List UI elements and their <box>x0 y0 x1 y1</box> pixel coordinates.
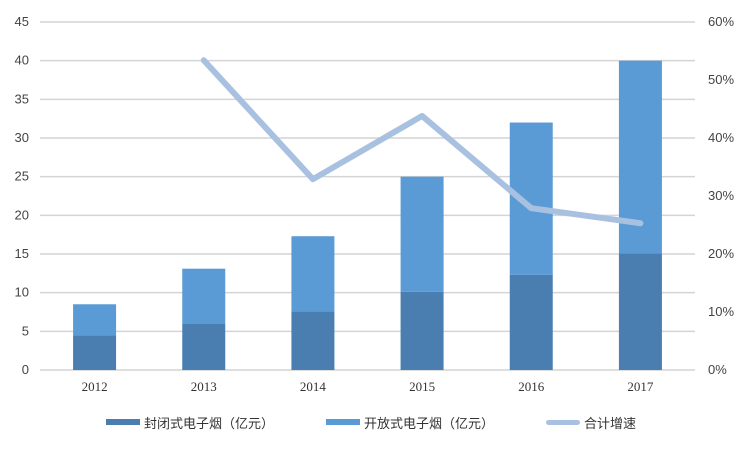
right-tick-label: 10% <box>708 304 734 319</box>
right-tick-label: 20% <box>708 246 734 261</box>
right-tick-label: 50% <box>708 72 734 87</box>
open-ecig-swatch-icon <box>326 419 360 425</box>
left-tick-label: 0 <box>22 362 29 377</box>
closed-ecig-swatch-icon <box>106 419 140 425</box>
bar-segment <box>291 311 335 370</box>
bar-segment <box>182 268 226 324</box>
bar-segment <box>73 304 117 336</box>
left-axis: 0 5 10 15 20 25 30 35 40 45 <box>15 14 29 377</box>
x-axis: 2012 2013 2014 2015 2016 2017 <box>82 379 654 394</box>
bar-segment <box>509 274 553 370</box>
left-tick-label: 10 <box>15 285 29 300</box>
right-axis: 0% 10% 20% 30% 40% 50% 60% <box>708 14 734 377</box>
right-tick-label: 60% <box>708 14 734 29</box>
x-tick-label: 2013 <box>191 379 217 394</box>
left-tick-label: 30 <box>15 130 29 145</box>
legend-label: 开放式电子烟（亿元） <box>364 416 495 432</box>
gridlines <box>40 21 695 371</box>
legend-label: 封闭式电子烟（亿元） <box>144 416 275 432</box>
legend-item-growth: 合计增速 <box>546 410 636 434</box>
left-tick-label: 25 <box>15 169 29 184</box>
legend-label: 合计增速 <box>584 416 637 432</box>
bar-segment <box>182 323 226 370</box>
left-tick-label: 20 <box>15 207 29 222</box>
left-tick-label: 5 <box>22 323 29 338</box>
growth-line <box>200 57 644 227</box>
growth-line-swatch-icon <box>546 419 580 425</box>
legend: 封闭式电子烟（亿元） 开放式电子烟（亿元） 合计增速 <box>0 410 750 434</box>
legend-item-open: 开放式电子烟（亿元） <box>326 410 494 434</box>
left-tick-label: 40 <box>15 53 29 68</box>
bar-segment <box>400 176 444 292</box>
right-tick-label: 40% <box>708 130 734 145</box>
right-tick-label: 30% <box>708 188 734 203</box>
left-tick-label: 45 <box>15 14 29 29</box>
right-tick-label: 0% <box>708 362 727 377</box>
left-tick-label: 35 <box>15 91 29 106</box>
x-tick-label: 2015 <box>409 379 435 394</box>
bar-segment <box>73 335 117 370</box>
left-tick-label: 15 <box>15 246 29 261</box>
bar-segment <box>400 291 444 370</box>
x-tick-label: 2012 <box>82 379 108 394</box>
x-tick-label: 2016 <box>518 379 545 394</box>
growth-rate-line <box>200 57 644 227</box>
legend-item-closed: 封闭式电子烟（亿元） <box>106 410 274 434</box>
x-tick-label: 2017 <box>627 379 654 394</box>
bar-segment <box>618 253 662 370</box>
bar-segment <box>291 236 335 312</box>
x-tick-label: 2014 <box>300 379 327 394</box>
